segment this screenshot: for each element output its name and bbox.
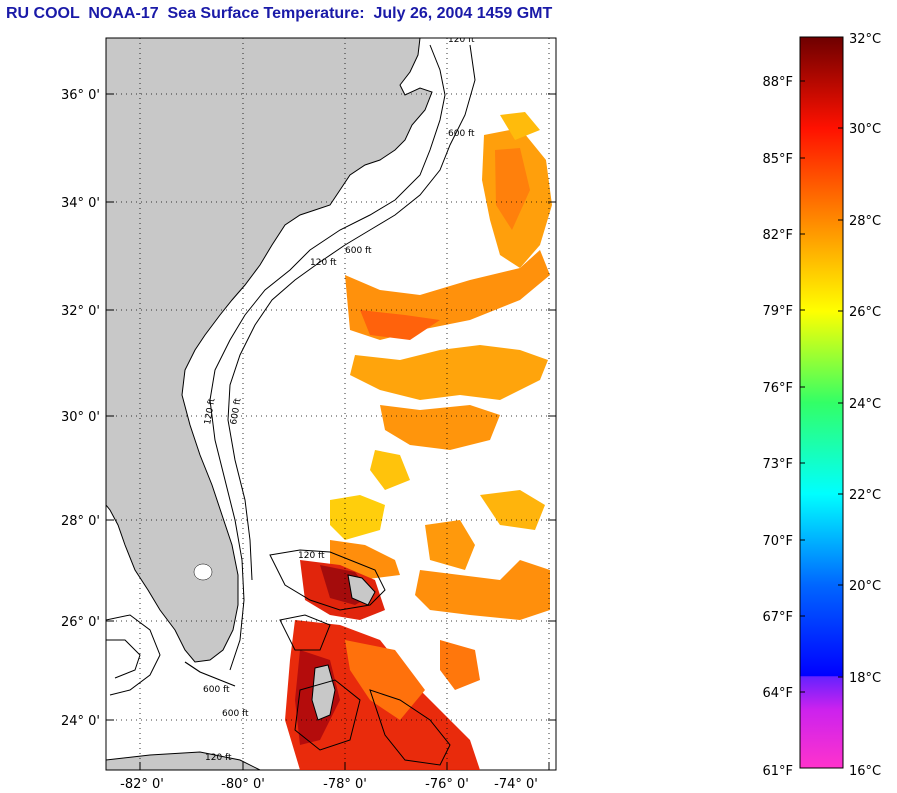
longitude-labels: -82° 0' -80° 0' -78° 0' -76° 0' -74° 0' <box>120 777 538 792</box>
svg-text:600 ft: 600 ft <box>448 129 475 139</box>
bathymetry-contours <box>106 44 476 766</box>
fahrenheit-label: 76°F <box>762 381 793 396</box>
svg-text:600 ft: 600 ft <box>203 685 230 695</box>
svg-text:600 ft: 600 ft <box>222 709 249 719</box>
fahrenheit-label: 67°F <box>762 610 793 625</box>
celsius-label: 28°C <box>849 214 881 229</box>
colorbar-fahrenheit-labels: 88°F 85°F 82°F 79°F 76°F 73°F 70°F 67°F … <box>762 75 793 779</box>
contour-labels: 120 ft 600 ft 120 ft 600 ft 120 ft 600 f… <box>203 35 475 763</box>
fahrenheit-label: 79°F <box>762 304 793 319</box>
lat-label: 32° 0' <box>61 304 100 319</box>
colorbar-ticks <box>800 36 843 693</box>
axis-ticks <box>106 93 556 770</box>
lat-label: 30° 0' <box>61 410 100 425</box>
map-grid <box>106 38 556 770</box>
land-mass <box>106 38 433 663</box>
svg-text:600 ft: 600 ft <box>345 246 372 256</box>
svg-text:120 ft: 120 ft <box>448 35 475 45</box>
svg-text:600 ft: 600 ft <box>229 397 244 425</box>
lat-label: 34° 0' <box>61 196 100 211</box>
celsius-label: 26°C <box>849 305 881 320</box>
latitude-labels: 36° 0' 34° 0' 32° 0' 30° 0' 28° 0' 26° 0… <box>61 88 100 729</box>
colorbar-celsius-labels: 32°C 30°C 28°C 26°C 24°C 22°C 20°C 18°C … <box>849 32 881 779</box>
lat-label: 36° 0' <box>61 88 100 103</box>
lon-label: -74° 0' <box>494 777 538 792</box>
lon-label: -76° 0' <box>425 777 469 792</box>
fahrenheit-label: 70°F <box>762 534 793 549</box>
celsius-label: 24°C <box>849 397 881 412</box>
lat-label: 28° 0' <box>61 514 100 529</box>
svg-text:120 ft: 120 ft <box>298 551 325 561</box>
lat-label: 26° 0' <box>61 615 100 630</box>
svg-text:120 ft: 120 ft <box>203 397 218 425</box>
fahrenheit-label: 85°F <box>762 152 793 167</box>
colorbar <box>799 36 844 769</box>
fahrenheit-label: 64°F <box>762 686 793 701</box>
lat-label: 24° 0' <box>61 714 100 729</box>
celsius-label: 16°C <box>849 764 881 779</box>
celsius-label: 32°C <box>849 32 881 47</box>
lon-label: -78° 0' <box>323 777 367 792</box>
fahrenheit-label: 82°F <box>762 228 793 243</box>
fahrenheit-label: 61°F <box>762 764 793 779</box>
sst-data-layer <box>285 112 552 770</box>
celsius-label: 18°C <box>849 671 881 686</box>
fahrenheit-label: 88°F <box>762 75 793 90</box>
lon-label: -82° 0' <box>120 777 164 792</box>
celsius-label: 30°C <box>849 122 881 137</box>
svg-text:120 ft: 120 ft <box>205 753 232 763</box>
fahrenheit-label: 73°F <box>762 457 793 472</box>
lon-label: -80° 0' <box>221 777 265 792</box>
map-title: RU COOL NOAA-17 Sea Surface Temperature:… <box>6 5 553 22</box>
svg-text:120 ft: 120 ft <box>310 258 337 268</box>
celsius-label: 20°C <box>849 579 881 594</box>
celsius-label: 22°C <box>849 488 881 503</box>
